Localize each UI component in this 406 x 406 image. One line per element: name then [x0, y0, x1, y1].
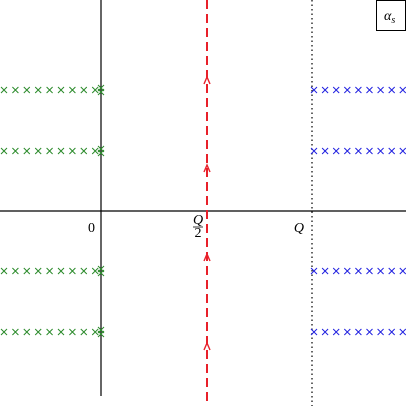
- pole-cross: [377, 147, 384, 155]
- pole-cross: [69, 86, 76, 94]
- pole-cross: [57, 328, 65, 336]
- arrowhead: [203, 252, 211, 262]
- pole-cross: [355, 147, 362, 155]
- pole-cross: [97, 149, 105, 157]
- pole-cross: [97, 330, 105, 338]
- pole-cross: [34, 328, 42, 336]
- pole-cross: [355, 328, 362, 336]
- pole-cross: [69, 267, 76, 275]
- pole-cross: [366, 267, 373, 275]
- pole-cross: [12, 147, 19, 155]
- pole-cross: [399, 147, 406, 155]
- pole-cross: [46, 328, 53, 336]
- pole-cross: [388, 147, 396, 155]
- coupling-label: αs: [384, 9, 395, 26]
- pole-cross: [377, 267, 384, 275]
- arrowhead: [203, 75, 211, 85]
- coupling-symbol: α: [384, 9, 392, 24]
- pole-cross: [0, 147, 8, 155]
- pole-cross: [23, 86, 31, 94]
- pole-cross: [343, 147, 351, 155]
- pole-cross: [69, 328, 76, 336]
- pole-cross: [343, 267, 351, 275]
- pole-cross: [343, 86, 351, 94]
- arrowhead: [203, 163, 211, 173]
- pole-cross: [0, 267, 8, 275]
- pole-cross: [46, 267, 53, 275]
- pole-cross: [321, 328, 329, 336]
- pole-cross: [0, 328, 8, 336]
- pole-cross: [355, 267, 362, 275]
- pole-cross: [310, 328, 318, 336]
- pole-cross: [321, 86, 329, 94]
- pole-cross: [388, 328, 396, 336]
- pole-cross: [80, 86, 88, 94]
- pole-cross: [12, 86, 19, 94]
- pole-cross: [69, 147, 76, 155]
- pole-cross: [366, 86, 373, 94]
- pole-cross: [0, 86, 8, 94]
- pole-cross: [321, 147, 329, 155]
- pole-cross: [343, 328, 351, 336]
- pole-cross: [23, 328, 31, 336]
- pole-cross: [91, 86, 99, 94]
- coupling-subscript: s: [391, 15, 395, 26]
- pole-cross: [310, 267, 318, 275]
- pole-cross: [57, 86, 65, 94]
- pole-cross: [12, 328, 19, 336]
- pole-cross: [34, 147, 42, 155]
- pole-cross: [80, 328, 88, 336]
- pole-cross: [91, 328, 99, 336]
- pole-cross: [399, 86, 406, 94]
- arrowhead: [203, 341, 211, 351]
- pole-cross: [80, 147, 88, 155]
- pole-cross: [332, 328, 340, 336]
- pole-cross: [399, 267, 406, 275]
- half-denominator: 2: [195, 226, 202, 241]
- pole-cross: [377, 86, 384, 94]
- pole-cross: [57, 267, 65, 275]
- pole-cross: [310, 147, 318, 155]
- pole-cross: [355, 86, 362, 94]
- pole-cross: [34, 86, 42, 94]
- pole-cross: [366, 328, 373, 336]
- pole-cross: [399, 328, 406, 336]
- pole-cross: [388, 267, 396, 275]
- pole-cross: [332, 147, 340, 155]
- pole-cross: [91, 147, 99, 155]
- pole-cross: [97, 88, 105, 96]
- contour-arrows: [203, 75, 211, 351]
- pole-cross: [91, 267, 99, 275]
- pole-cross: [46, 147, 53, 155]
- pole-cross: [23, 147, 31, 155]
- pole-cross: [34, 267, 42, 275]
- half-numerator: Q: [193, 213, 203, 228]
- pole-cross: [23, 267, 31, 275]
- pole-cross: [57, 147, 65, 155]
- pole-cross: [377, 328, 384, 336]
- pole-cross: [332, 267, 340, 275]
- pole-cross: [310, 86, 318, 94]
- poles: [0, 84, 406, 338]
- q-label: Q: [294, 221, 304, 236]
- coupling-box: [376, 0, 406, 31]
- pole-cross: [46, 86, 53, 94]
- origin-label: 0: [88, 221, 95, 236]
- pole-cross: [388, 86, 396, 94]
- pole-cross: [97, 269, 105, 277]
- pole-cross: [321, 267, 329, 275]
- pole-cross: [12, 267, 19, 275]
- pole-cross: [80, 267, 88, 275]
- pole-cross: [366, 147, 373, 155]
- pole-cross: [332, 86, 340, 94]
